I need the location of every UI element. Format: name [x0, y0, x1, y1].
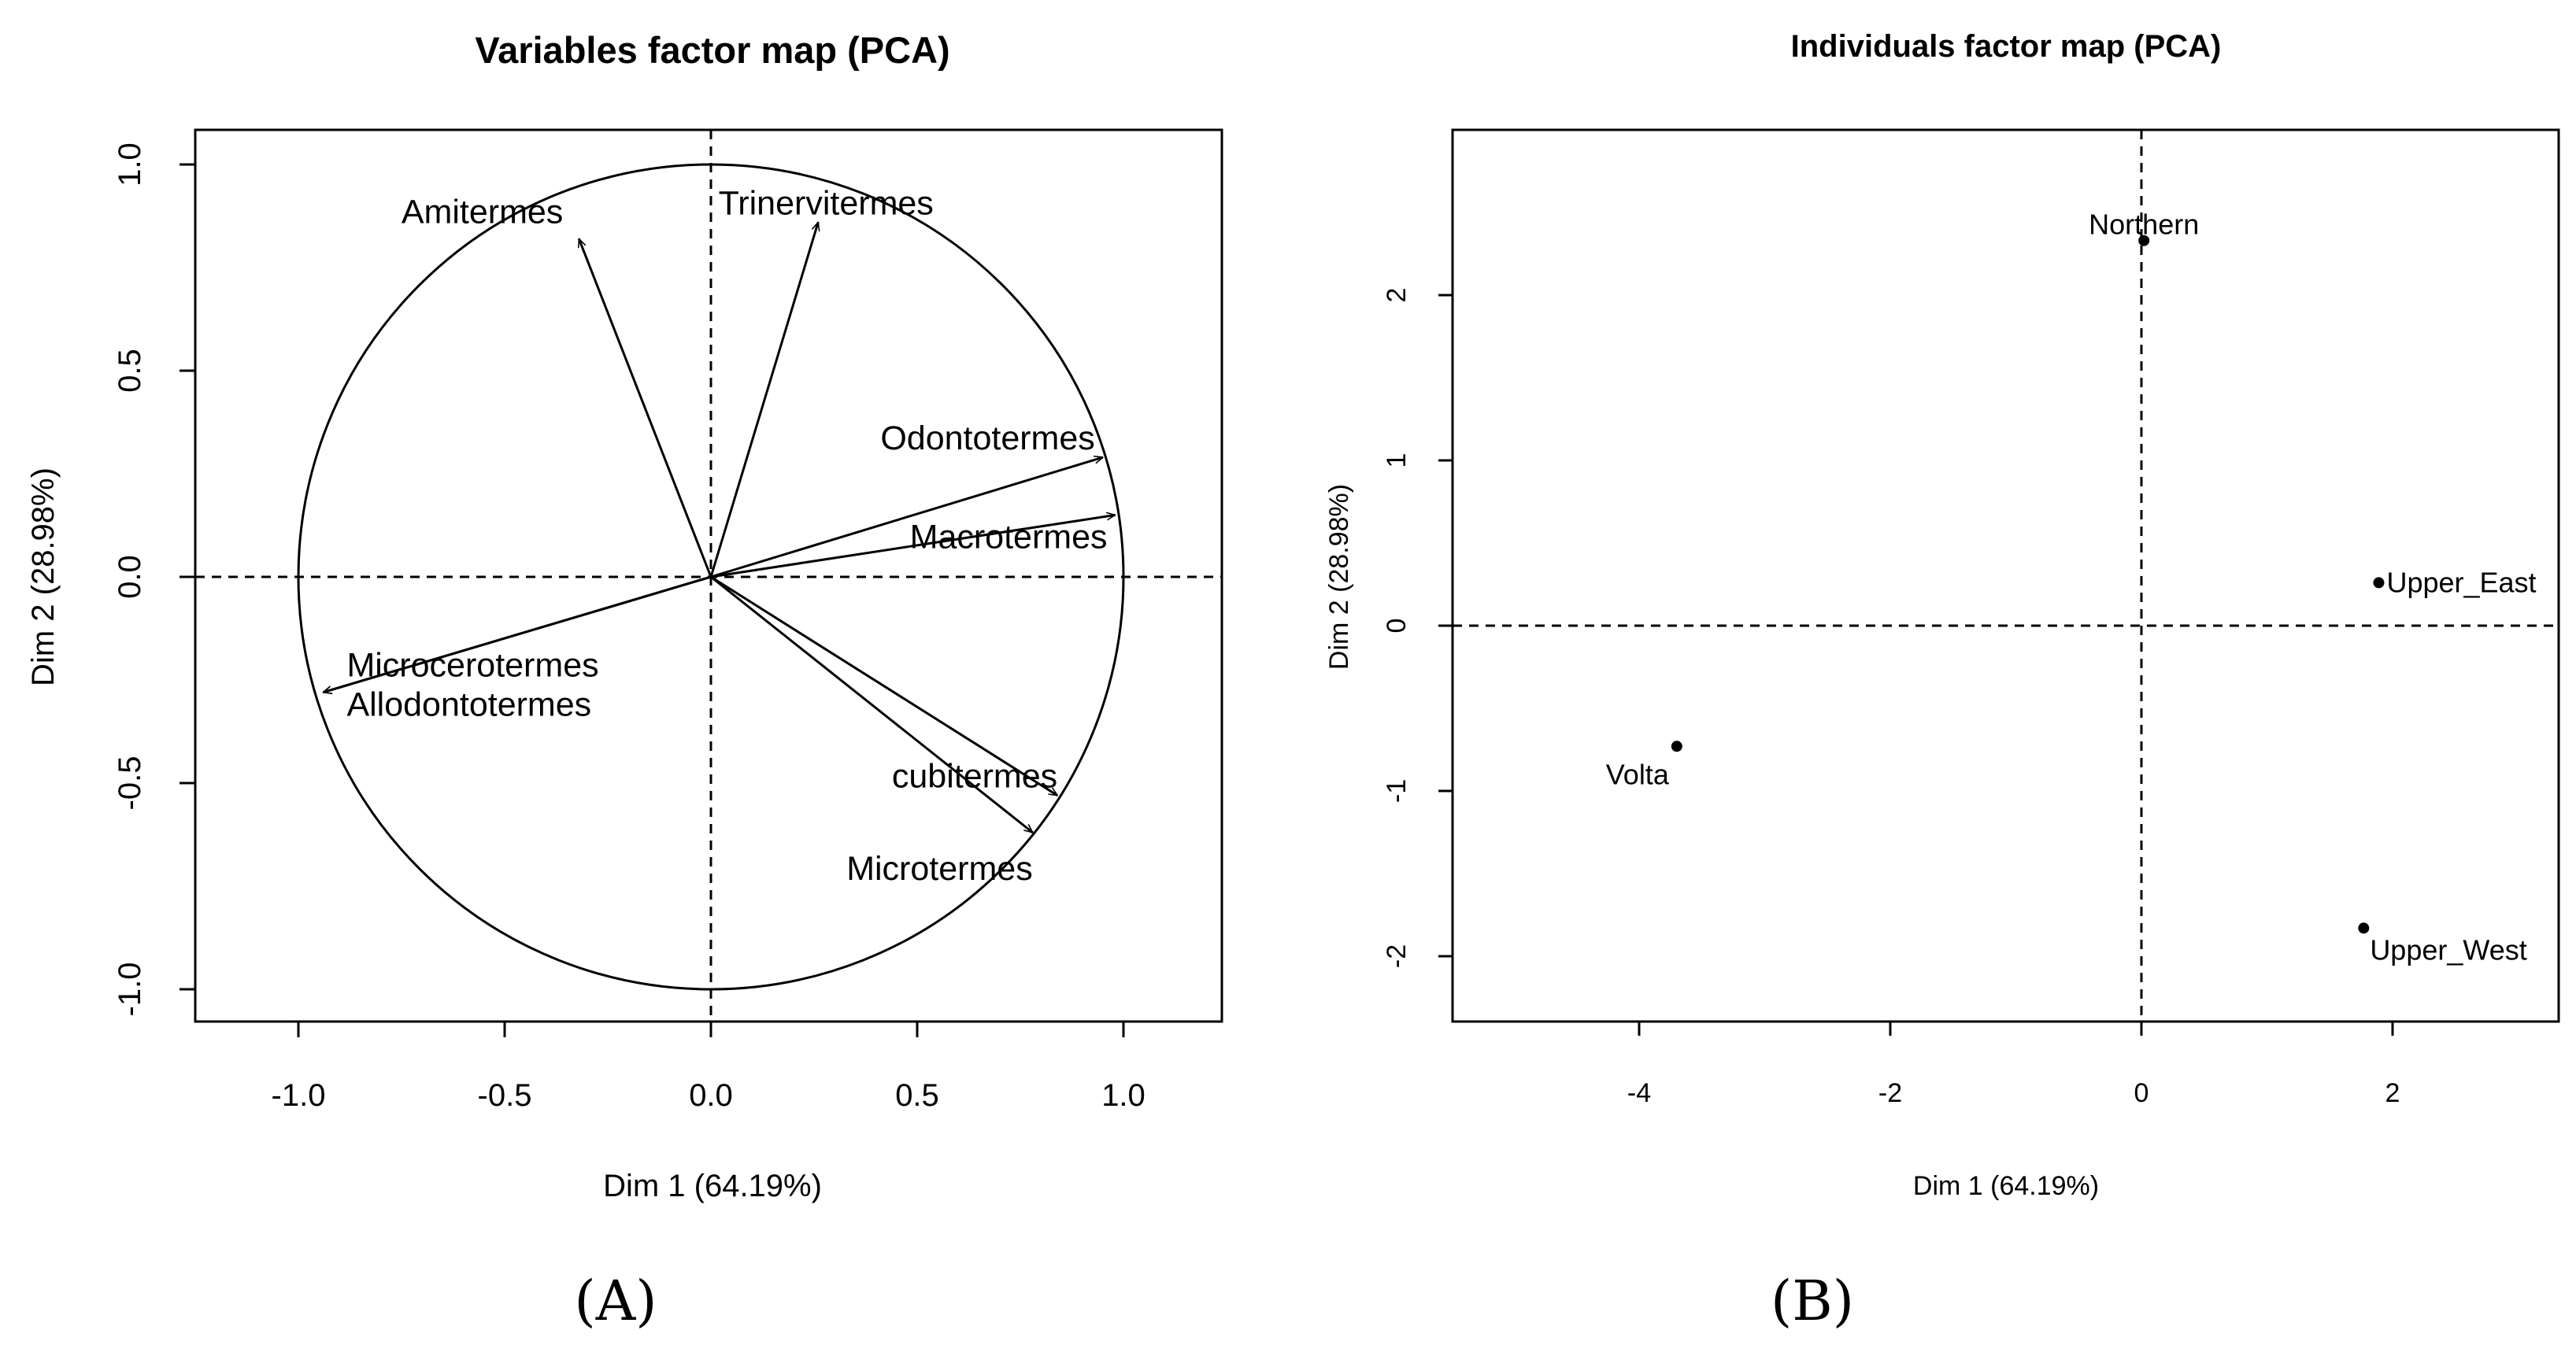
individual-label: Volta: [1606, 758, 1670, 790]
chart-title: Individuals factor map (PCA): [1791, 29, 2222, 64]
x-tick-label: -0.5: [478, 1078, 532, 1113]
y-tick-label: 0: [1382, 619, 1412, 634]
y-tick-label: 1: [1382, 453, 1412, 468]
x-axis-label: Dim 1 (64.19%): [1913, 1171, 2099, 1201]
variable-label: Amitermes: [402, 193, 563, 231]
x-axis-label: Dim 1 (64.19%): [603, 1169, 822, 1203]
y-tick-label: -0.5: [113, 756, 147, 811]
chart-title: Variables factor map (PCA): [475, 29, 949, 71]
variable-arrow: [710, 515, 1116, 578]
variable-arrow: [710, 457, 1103, 578]
variables-factor-map: Variables factor map (PCA) -1.0 -0.5 0.0 0.5…: [26, 29, 1223, 1333]
variable-label: Trinervitermes: [719, 184, 934, 222]
y-tick-label: 0.0: [113, 555, 147, 599]
individuals-factor-map: Individuals factor map (PCA) -4 -2 0 2 -2 -1 0 1…: [1324, 29, 2560, 1333]
variable-arrow: [710, 575, 1057, 796]
y-tick-label: 0.5: [113, 349, 147, 393]
variable-label: Microtermes: [846, 850, 1033, 888]
individual-point: [2358, 922, 2370, 934]
individual-label: Northern: [2089, 209, 2199, 241]
y-tick-label: 1.0: [113, 142, 147, 187]
x-tick-label: 0: [2134, 1078, 2149, 1108]
individual-label: Upper_East: [2386, 566, 2536, 598]
individual-point: [2138, 235, 2150, 246]
x-tick-label: 2: [2385, 1078, 2400, 1108]
variable-arrow: [577, 238, 712, 578]
variable-label: cubitermes: [892, 758, 1057, 796]
x-tick-label: 0.5: [895, 1078, 939, 1113]
individual-point: [1671, 741, 1682, 752]
y-tick-label: -1: [1382, 779, 1412, 803]
x-tick-label: -4: [1627, 1078, 1651, 1108]
variable-label: Macrotermes: [910, 518, 1108, 556]
y-tick-label: -1.0: [113, 963, 147, 1017]
x-tick-label: 1.0: [1101, 1078, 1146, 1113]
y-axis-label: Dim 2 (28.98%): [1324, 484, 1354, 670]
variable-arrow: [709, 222, 818, 578]
variable-label: Odontotermes: [880, 419, 1094, 457]
y-axis-label: Dim 2 (28.98%): [26, 467, 61, 686]
variable-arrow: [710, 575, 1033, 833]
x-tick-label: 0.0: [689, 1078, 733, 1113]
y-tick-label: 2: [1382, 288, 1412, 303]
panel-label: (B): [1771, 1269, 1854, 1333]
variable-label: Allodontotermes: [346, 686, 591, 724]
variable-label: Microcerotermes: [346, 647, 598, 685]
individual-point: [2373, 577, 2385, 589]
x-tick-label: -2: [1878, 1078, 1902, 1108]
y-tick-label: -2: [1382, 944, 1412, 968]
x-tick-label: -1.0: [272, 1078, 326, 1113]
variable-arrow: [323, 575, 712, 693]
individual-label: Upper_West: [2370, 933, 2526, 966]
panel-label: (A): [574, 1269, 657, 1333]
